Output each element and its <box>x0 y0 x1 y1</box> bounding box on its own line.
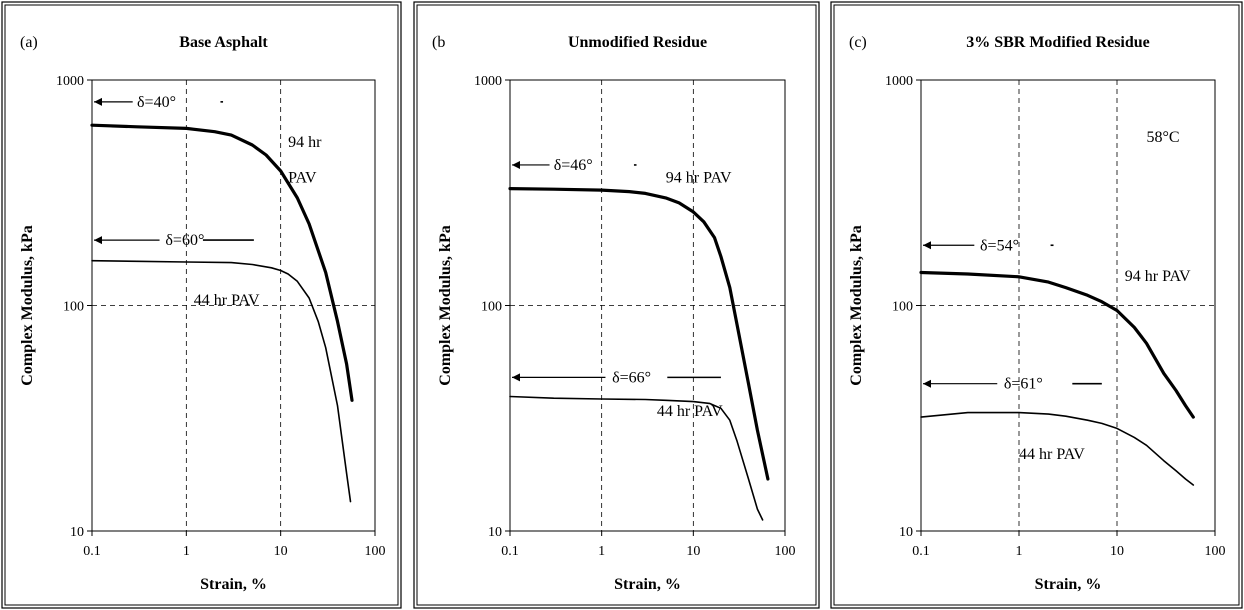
y-tick-label: 1000 <box>56 74 84 89</box>
delta-arrowhead <box>512 373 520 381</box>
y-tick-label: 100 <box>63 300 84 315</box>
x-tick-label: 1 <box>1016 544 1023 559</box>
y-tick-label: 10 <box>70 525 84 540</box>
x-tick-label: 100 <box>1205 544 1226 559</box>
panel-label: (a) <box>20 34 38 51</box>
x-axis-title: Strain, % <box>614 576 681 593</box>
panel-sbr-modified-residue: 0.1 1 10 100 10 100 1000 Strain, % Complex Modul… <box>831 2 1242 608</box>
annotation: 44 hr PAV <box>1019 446 1085 463</box>
x-tick-label: 1 <box>598 544 605 559</box>
x-axis-title: Strain, % <box>200 576 267 593</box>
annotation: 58°C <box>1147 129 1180 146</box>
x-tick-label: 0.1 <box>83 544 101 559</box>
series-line-94-hr-pav <box>510 189 768 479</box>
x-tick-label: 1 <box>183 544 190 559</box>
y-axis-title: Complex Modulus, kPa <box>19 225 36 385</box>
annotation: 94 hr <box>288 134 322 151</box>
x-tick-label: 10 <box>1110 544 1124 559</box>
annotation: PAV <box>288 169 317 186</box>
annotation: 44 hr PAV <box>657 403 723 420</box>
annotation: δ=54° <box>980 237 1019 254</box>
panel-title: 3% SBR Modified Residue <box>966 34 1150 51</box>
panel-unmodified-residue: 0.1 1 10 100 10 100 1000 Strain, % Complex Modul… <box>414 2 819 608</box>
y-tick-label: 100 <box>481 300 502 315</box>
annotation: δ=60° <box>165 232 204 249</box>
annotation: δ=46° <box>554 157 593 174</box>
delta-arrowhead <box>94 236 102 244</box>
annotation: 94 hr PAV <box>666 169 732 186</box>
panel-title: Base Asphalt <box>179 34 268 51</box>
y-tick-label: 10 <box>899 525 913 540</box>
panel-title: Unmodified Residue <box>568 34 707 51</box>
y-tick-label: 100 <box>892 300 913 315</box>
annotation: 44 hr PAV <box>194 292 260 309</box>
panel-base-asphalt: 0.1 1 10 100 10 100 1000 Strain, % Complex Modul… <box>2 2 401 608</box>
delta-arrowhead <box>923 380 931 388</box>
x-tick-label: 0.1 <box>912 544 930 559</box>
x-tick-label: 0.1 <box>501 544 519 559</box>
y-tick-label: 1000 <box>885 74 913 89</box>
x-axis-title: Strain, % <box>1035 576 1102 593</box>
y-tick-label: 1000 <box>474 74 502 89</box>
delta-arrowhead <box>94 98 102 106</box>
panel-frame-inner <box>417 5 816 605</box>
x-tick-label: 100 <box>775 544 796 559</box>
annotation: 94 hr PAV <box>1125 268 1191 285</box>
annotation: δ=66° <box>612 369 651 386</box>
x-tick-label: 10 <box>686 544 700 559</box>
panel-label: (c) <box>849 34 867 51</box>
annotation: δ=40° <box>137 94 176 111</box>
panel-label: (b <box>432 34 445 51</box>
series-line-94-hr-pav <box>921 273 1193 418</box>
y-axis-title: Complex Modulus, kPa <box>437 225 454 385</box>
series-line-44-hr-pav <box>510 397 763 520</box>
annotation: δ=61° <box>1004 376 1043 393</box>
x-tick-label: 10 <box>274 544 288 559</box>
delta-arrowhead <box>923 241 931 249</box>
x-tick-label: 100 <box>365 544 386 559</box>
panel-frame-outer <box>414 2 819 608</box>
y-tick-label: 10 <box>488 525 502 540</box>
delta-arrowhead <box>512 161 520 169</box>
y-axis-title: Complex Modulus, kPa <box>848 225 865 385</box>
